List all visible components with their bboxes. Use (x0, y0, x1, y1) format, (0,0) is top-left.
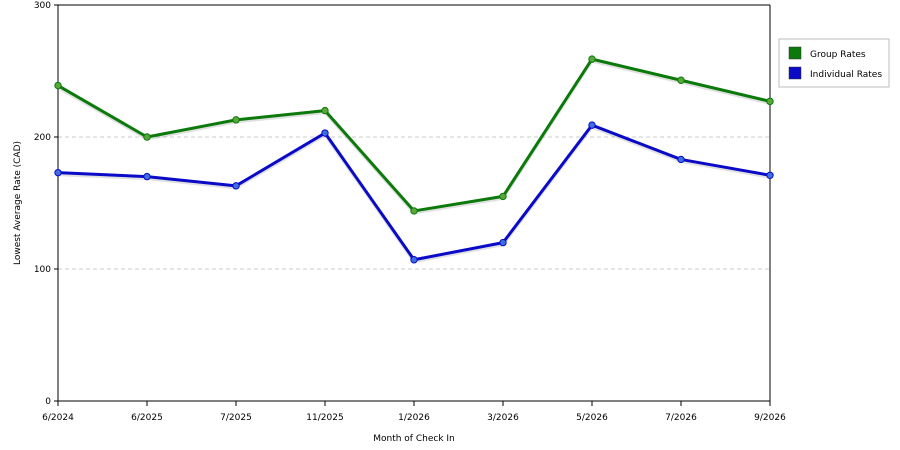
y-tick-label: 200 (34, 133, 51, 143)
x-tick-label: 6/2024 (42, 413, 74, 423)
x-tick-label: 11/2025 (306, 413, 343, 423)
data-point (232, 182, 240, 190)
grid-lines (58, 136, 770, 270)
y-axis-title: Lowest Average Rate (CAD) (13, 141, 23, 265)
x-tick-label: 7/2025 (220, 413, 252, 423)
data-point (410, 256, 418, 264)
legend-swatch-individual-rates (788, 66, 802, 80)
data-point (321, 129, 329, 137)
data-point (143, 172, 151, 181)
data-point (321, 106, 329, 115)
legend-swatch-group-rates (788, 46, 802, 60)
y-tick-label: 300 (34, 1, 51, 11)
x-ticks: 6/2024 6/2025 7/2025 11/2025 1/2026 3/2026 5/2… (42, 401, 786, 423)
data-point (410, 207, 418, 215)
x-axis-title: Month of Check In (373, 434, 455, 444)
x-tick-label: 1/2026 (398, 413, 430, 423)
legend-label-individual-rates: Individual Rates (810, 70, 882, 80)
data-point (588, 121, 596, 129)
data-point (677, 155, 685, 164)
data-point (677, 76, 685, 84)
legend: Group Rates Individual Rates (778, 38, 890, 88)
series-lines (54, 55, 774, 264)
data-point (54, 81, 62, 90)
x-tick-label: 7/2026 (665, 413, 697, 423)
series-line-1 (57, 123, 771, 262)
y-ticks: 0 100 200 300 (34, 1, 58, 407)
legend-label-group-rates: Group Rates (810, 50, 866, 60)
y-tick-label: 0 (45, 397, 51, 407)
series-line-0 (57, 57, 771, 213)
data-point (143, 133, 151, 141)
y-tick-label: 100 (34, 265, 51, 275)
x-tick-label: 6/2025 (131, 413, 163, 423)
data-point (766, 97, 774, 106)
x-tick-label: 3/2026 (487, 413, 519, 423)
series-shadow (57, 125, 771, 264)
data-point (766, 171, 774, 179)
x-tick-label: 9/2026 (754, 413, 786, 423)
data-point (588, 55, 596, 63)
data-point (499, 192, 507, 201)
data-point (499, 238, 507, 247)
data-point (54, 168, 62, 177)
x-tick-label: 5/2026 (576, 413, 608, 423)
plot-area (57, 4, 771, 402)
data-point (232, 116, 240, 124)
